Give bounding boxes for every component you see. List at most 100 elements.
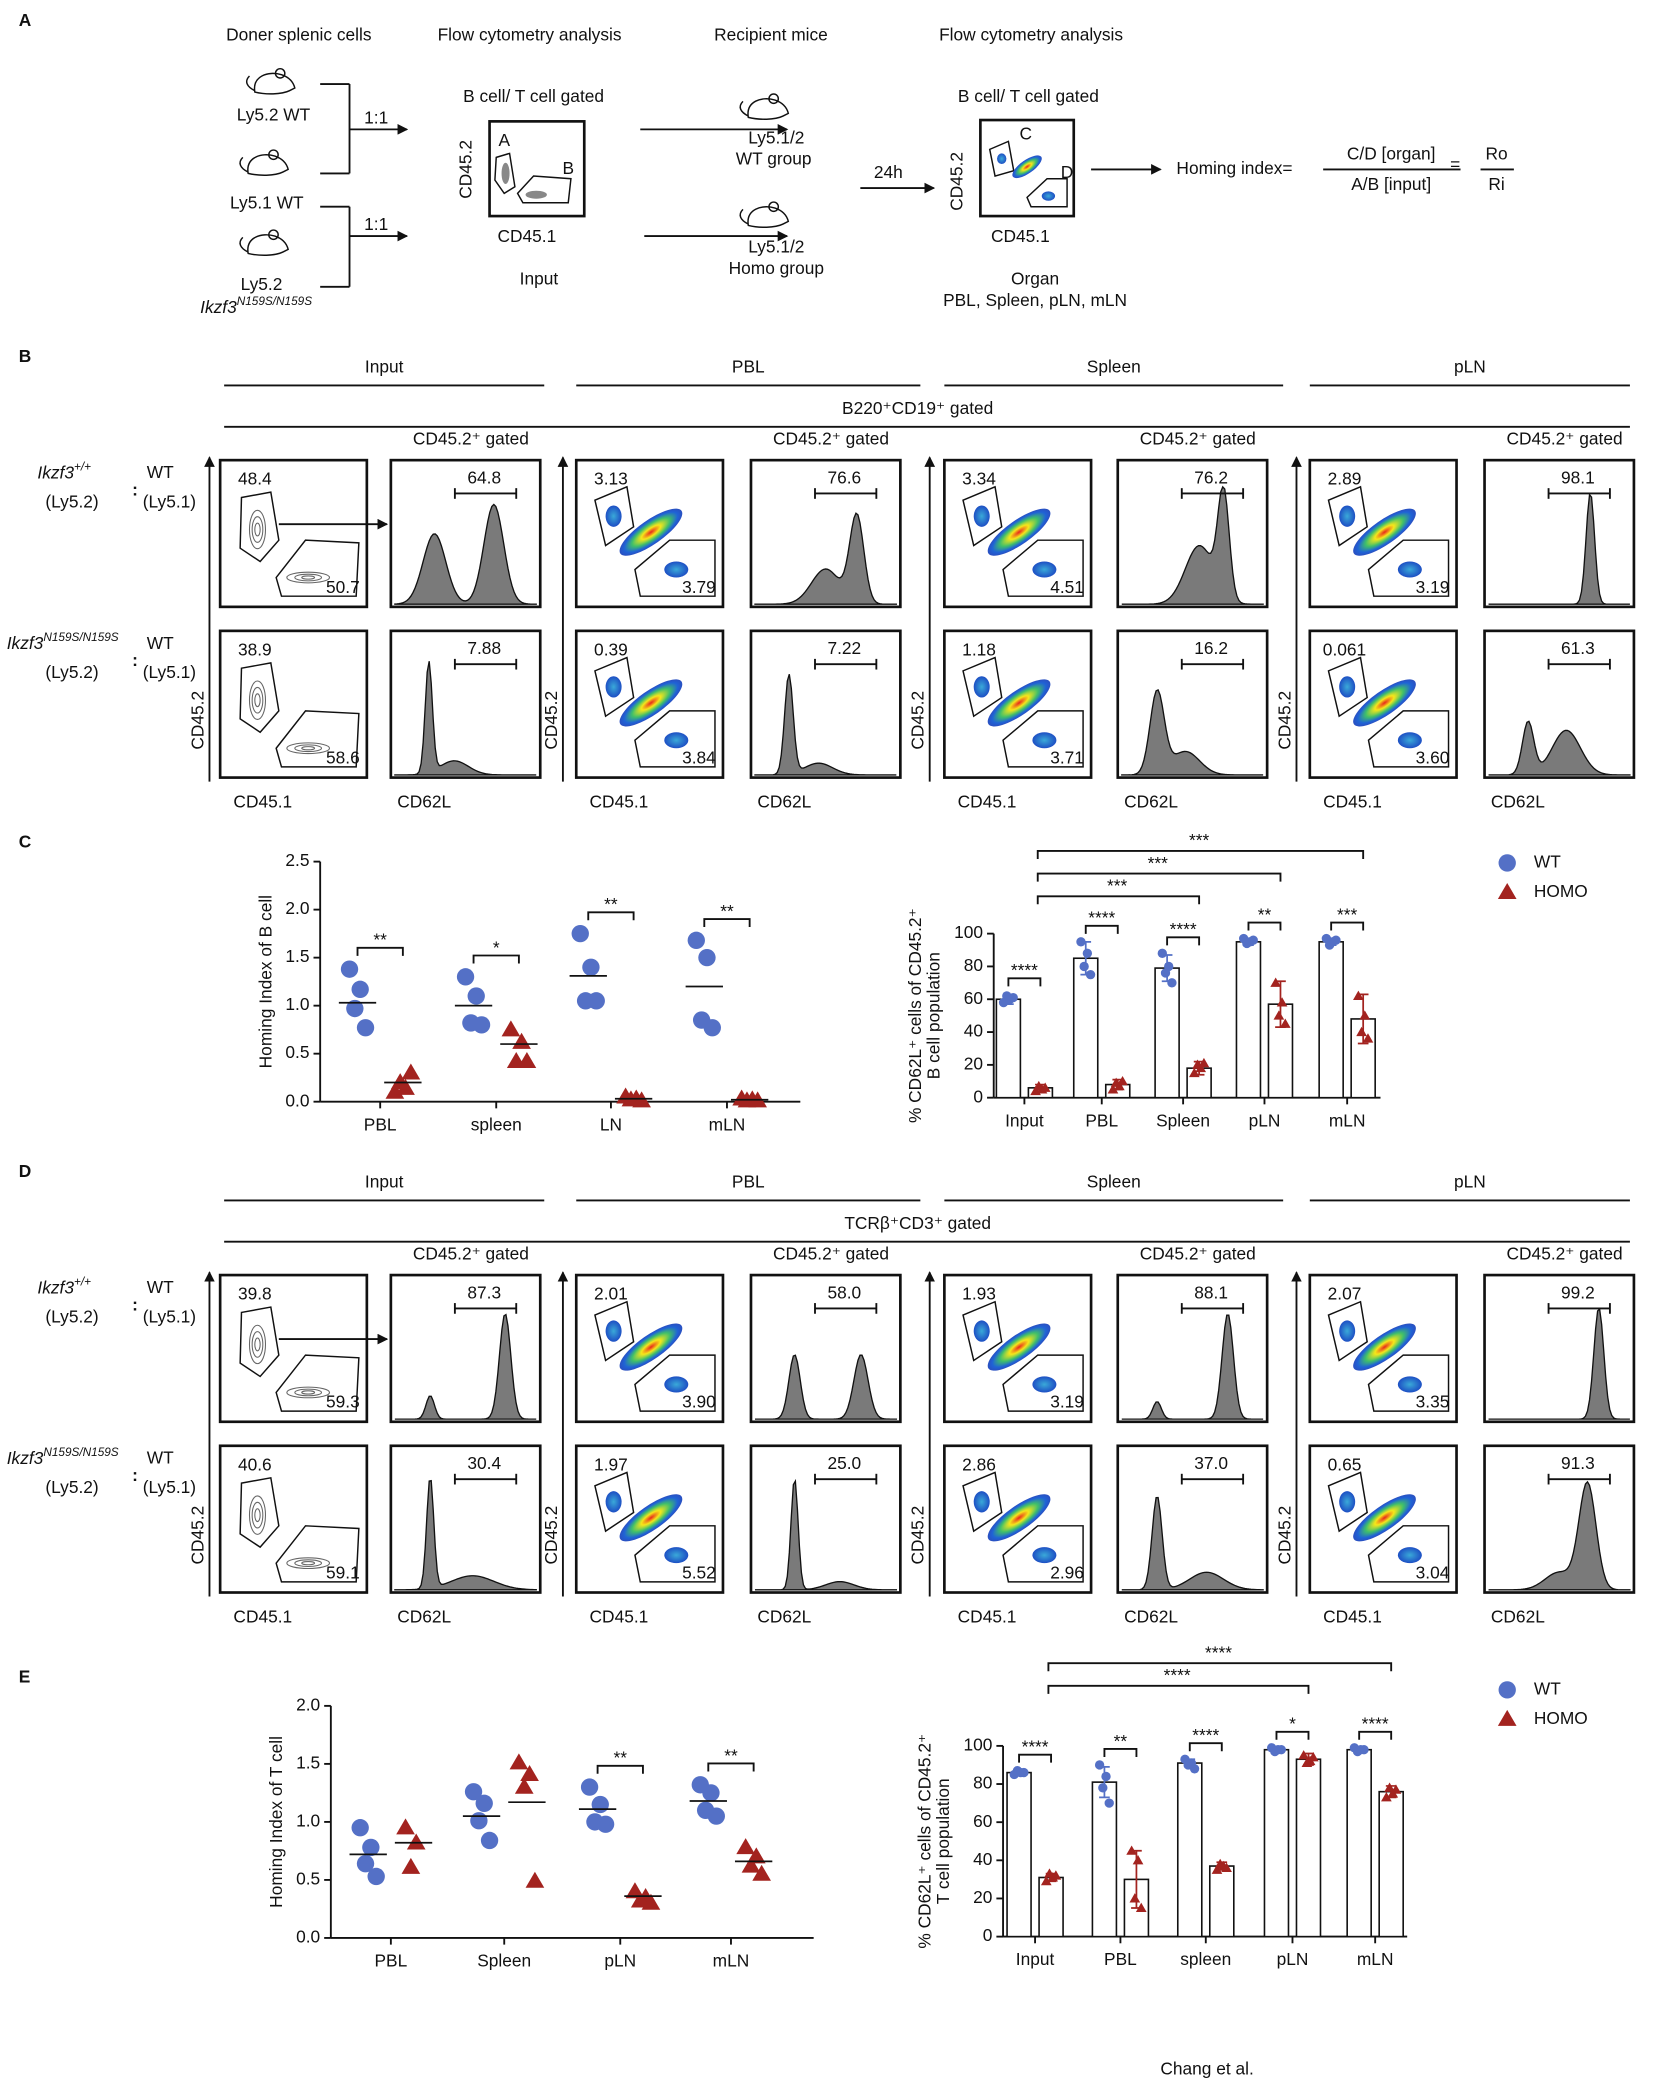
gate-percent: 3.19 — [1050, 1392, 1084, 1412]
point — [1497, 882, 1517, 899]
population — [619, 508, 683, 556]
significance-label: ** — [724, 1745, 738, 1765]
column-header: Input — [365, 1172, 404, 1192]
mouse-ear — [268, 229, 279, 241]
gate-percent: 2.01 — [594, 1284, 628, 1304]
y-tick-label: 0 — [973, 1086, 983, 1106]
caption: PBL, Spleen, pLN, mLN — [943, 290, 1127, 310]
population — [501, 162, 510, 185]
point — [1324, 940, 1335, 950]
step-title: Flow cytometry analysis — [438, 25, 622, 45]
y-tick-label: 1.5 — [296, 1752, 320, 1772]
genotype-part: N159S/N159S — [43, 1446, 118, 1459]
gate-percent: 59.1 — [326, 1562, 360, 1582]
gate — [1367, 1354, 1450, 1412]
significance-label: **** — [1192, 1725, 1219, 1745]
row-label: (Ly5.2) — [45, 1477, 98, 1497]
gate-percent: 3.34 — [962, 469, 996, 489]
gate — [962, 1471, 1003, 1533]
gate — [634, 1354, 716, 1412]
bar — [1295, 1758, 1322, 1938]
x-tick-label: PBL — [364, 1114, 397, 1134]
significance-bracket — [1330, 921, 1365, 931]
gate — [1327, 1471, 1368, 1533]
point — [480, 1831, 499, 1850]
y-tick-label: 2.0 — [296, 1694, 320, 1714]
axis-label: CD45.2 — [1274, 1506, 1294, 1565]
gate-percent: 3.35 — [1416, 1392, 1450, 1412]
population — [619, 679, 683, 727]
mouse-icon — [245, 67, 296, 95]
population — [664, 1547, 689, 1564]
formula: Homing index= — [1176, 158, 1292, 178]
panel-label: D — [19, 1161, 32, 1181]
gate — [634, 1525, 716, 1583]
point — [707, 1807, 725, 1825]
legend-label: WT — [1534, 852, 1561, 872]
genotype: Ikzf3+/+ — [37, 1275, 91, 1297]
mouse-ear — [274, 67, 286, 79]
mouse-tail — [245, 75, 256, 92]
bar — [1006, 1771, 1032, 1938]
contour — [248, 1495, 267, 1535]
y-tick-label: 60 — [964, 988, 983, 1008]
x-tick-label: mLN — [1329, 1110, 1366, 1130]
gate — [962, 1300, 1003, 1362]
axis-label: CD45.2 — [455, 140, 475, 199]
point — [1101, 1771, 1111, 1782]
contour — [286, 1386, 331, 1399]
contour — [294, 1559, 323, 1568]
point — [1157, 948, 1167, 958]
point — [641, 1893, 661, 1910]
point — [591, 1795, 609, 1814]
recipient: WT group — [736, 149, 812, 169]
population — [1032, 1547, 1057, 1564]
significance-label: * — [1289, 1714, 1296, 1734]
subgate-label: CD45.2⁺ gated — [413, 429, 529, 449]
point — [520, 1765, 539, 1782]
significance-bracket — [356, 946, 404, 956]
gate — [594, 656, 635, 718]
point — [1189, 1764, 1200, 1774]
significance-label: ** — [604, 894, 618, 914]
gate-percent: 64.8 — [467, 467, 501, 487]
formula: A/B [input] — [1351, 174, 1431, 194]
subgate-label: CD45.2⁺ gated — [773, 429, 889, 449]
axis-label: CD45.1 — [233, 791, 292, 811]
row-label: WT — [147, 1448, 174, 1468]
gate-percent: 91.3 — [1561, 1453, 1595, 1473]
genotype: Ikzf3+/+ — [37, 460, 91, 482]
contour — [248, 509, 267, 550]
population — [664, 732, 689, 749]
gate-percent: 2.89 — [1328, 469, 1362, 489]
gate — [1002, 1354, 1084, 1412]
point — [703, 1019, 721, 1037]
population — [1339, 1320, 1356, 1342]
point — [1126, 1845, 1137, 1855]
x-tick-label: PBL — [1085, 1110, 1118, 1130]
population — [987, 1494, 1051, 1542]
point — [517, 1052, 537, 1069]
panel-label: B — [19, 346, 32, 366]
comparison-bracket — [1036, 872, 1282, 882]
population — [525, 190, 547, 199]
point — [1040, 1875, 1052, 1886]
bar — [1263, 1748, 1290, 1938]
y-tick-label: 40 — [964, 1021, 983, 1041]
formula: Ro — [1485, 143, 1507, 163]
point — [475, 1794, 493, 1813]
axis-label: CD45.2 — [187, 1506, 207, 1565]
significance-label: ** — [1114, 1731, 1128, 1751]
gate-percent: 7.88 — [467, 638, 501, 658]
gate-percent: 16.2 — [1194, 638, 1228, 658]
significance-label: **** — [1022, 1737, 1049, 1757]
point — [367, 1867, 385, 1886]
axis-label: CD45.2 — [541, 691, 561, 750]
contour — [251, 1501, 264, 1529]
point — [346, 999, 364, 1018]
y-tick-label: 0.0 — [296, 1927, 320, 1947]
point — [687, 931, 705, 950]
point — [396, 1818, 415, 1835]
x-tick-label: PBL — [1104, 1949, 1137, 1969]
significance-label: *** — [1337, 904, 1357, 924]
